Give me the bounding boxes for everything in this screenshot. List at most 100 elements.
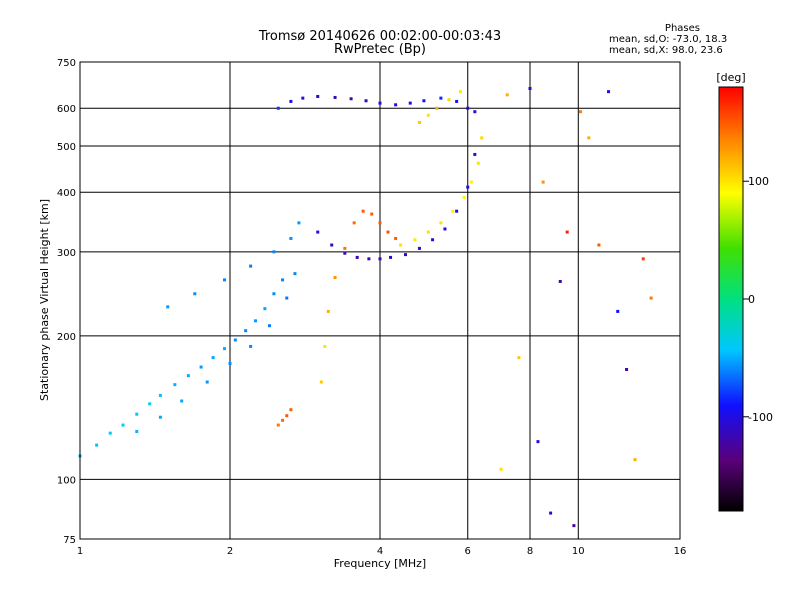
echo-point — [333, 95, 337, 99]
echo-point — [272, 250, 276, 254]
echo-point — [333, 276, 337, 280]
echo-point — [367, 257, 371, 261]
echo-point — [289, 408, 293, 412]
echo-point — [466, 185, 470, 189]
y-axis-label: Stationary phase Virtual Height [km] — [38, 199, 51, 401]
echo-point — [473, 152, 477, 156]
echo-point — [352, 221, 356, 225]
echo-point — [186, 374, 190, 378]
colorbar-label: [deg] — [716, 71, 745, 84]
echo-point — [458, 90, 462, 94]
echo-point — [263, 307, 267, 311]
echo-point — [536, 440, 540, 444]
echo-point — [316, 94, 320, 98]
echo-point — [476, 161, 480, 165]
echo-point — [158, 393, 162, 397]
echo-point — [355, 255, 359, 259]
echo-point — [607, 90, 611, 94]
echo-point — [267, 324, 271, 328]
echo-point — [285, 414, 289, 418]
colorbar-tick-label: 0 — [748, 293, 755, 306]
echo-point — [413, 238, 417, 242]
y-tick-label: 600 — [57, 104, 76, 115]
echo-point — [473, 110, 477, 114]
echo-point — [558, 279, 562, 283]
y-tick-label: 400 — [57, 188, 76, 199]
echo-point — [394, 236, 398, 240]
echo-point — [426, 230, 430, 234]
x-tick-label: 4 — [377, 546, 383, 557]
echo-point — [431, 238, 435, 242]
echo-point — [173, 383, 177, 387]
y-tick-label: 500 — [57, 142, 76, 153]
echo-point — [249, 344, 253, 348]
echo-point — [386, 230, 390, 234]
echo-point — [378, 221, 382, 225]
echo-point — [289, 99, 293, 103]
y-tick-label: 75 — [63, 535, 76, 546]
chart-subtitle: RwPretec (Bp) — [333, 42, 427, 57]
echo-point — [205, 380, 209, 384]
x-tick-label: 8 — [527, 546, 533, 557]
phases-label: Phases — [664, 23, 700, 34]
echo-point — [349, 97, 353, 101]
echo-point — [135, 430, 139, 434]
echo-point — [439, 221, 443, 225]
echo-point — [180, 399, 184, 403]
echo-point — [455, 99, 459, 103]
echo-point — [135, 412, 139, 416]
echo-point — [443, 227, 447, 231]
echo-point — [641, 257, 645, 261]
echo-point — [276, 106, 280, 110]
echo-point — [272, 292, 276, 296]
echo-point — [343, 251, 347, 255]
stats-o-mode: mean, sd,O: -73.0, 18.3 — [609, 34, 728, 45]
echo-point — [293, 272, 297, 276]
echo-point — [426, 113, 430, 117]
echo-point — [408, 101, 412, 105]
echo-point — [378, 257, 382, 261]
y-tick-label: 300 — [57, 248, 76, 259]
echo-point — [193, 292, 197, 296]
echo-point — [361, 209, 365, 213]
echo-point — [403, 253, 407, 257]
echo-point — [253, 319, 257, 323]
echo-point — [435, 106, 439, 110]
echo-point — [281, 418, 285, 422]
echo-point — [148, 402, 152, 406]
echo-point — [378, 101, 382, 105]
echo-point — [394, 103, 398, 107]
echo-point — [541, 180, 545, 184]
echo-point — [370, 212, 374, 216]
echo-point — [343, 246, 347, 250]
echo-point — [223, 347, 227, 351]
stats-x-mode: mean, sd,X: 98.0, 23.6 — [609, 45, 723, 56]
echo-point — [330, 243, 334, 247]
echo-point — [466, 106, 470, 110]
echo-point — [578, 110, 582, 114]
echo-point — [505, 93, 509, 97]
echo-point — [297, 221, 301, 225]
echo-point — [211, 356, 215, 360]
echo-point — [649, 296, 653, 300]
echo-point — [199, 365, 203, 369]
echo-point — [447, 98, 451, 102]
colorbar-tick-label: -100 — [748, 411, 773, 424]
echo-point — [166, 305, 170, 309]
echo-point — [289, 236, 293, 240]
echo-point — [528, 86, 532, 90]
echo-point — [633, 458, 637, 462]
echo-point — [417, 246, 421, 250]
x-tick-label: 6 — [465, 546, 471, 557]
echo-point — [455, 209, 459, 213]
echo-point — [499, 467, 503, 471]
echo-point — [319, 380, 323, 384]
echo-point — [121, 423, 125, 427]
x-tick-label: 10 — [572, 546, 585, 557]
echo-point — [417, 121, 421, 125]
x-tick-label: 1 — [77, 546, 83, 557]
x-axis-label: Frequency [MHz] — [334, 557, 426, 570]
echo-point — [389, 255, 393, 259]
echo-point — [228, 361, 232, 365]
